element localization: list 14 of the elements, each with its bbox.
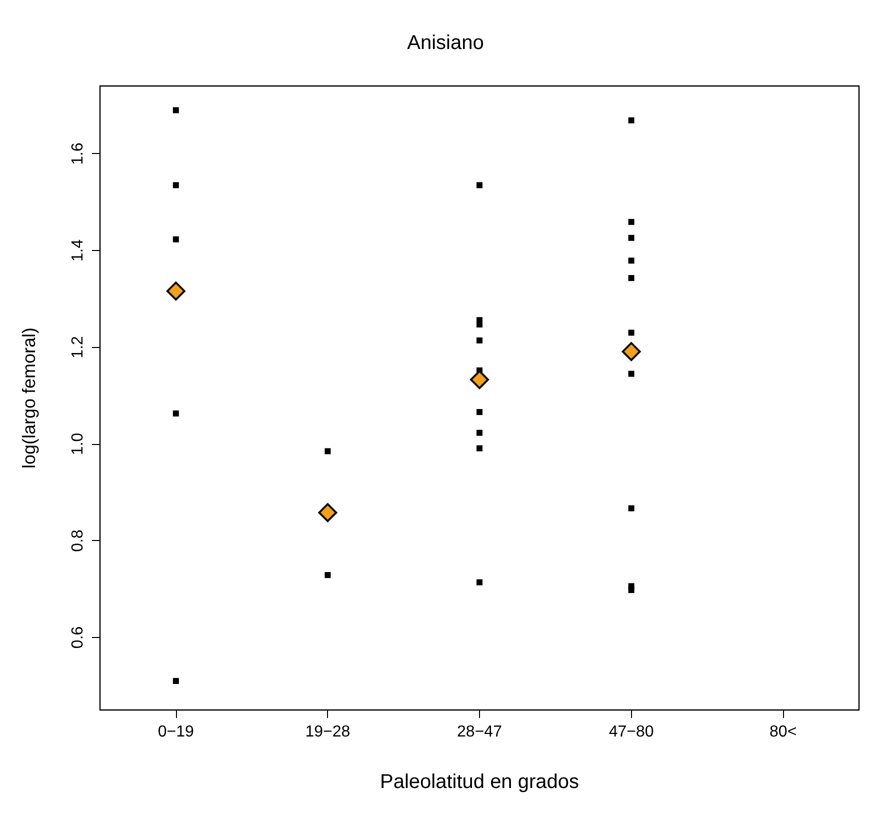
chart-title: Anisiano bbox=[407, 32, 484, 54]
x-tick-label: 80< bbox=[770, 724, 797, 740]
y-tick-label: 1.4 bbox=[70, 239, 86, 262]
x-tick-label: 28−47 bbox=[457, 724, 502, 740]
y-tick-label: 0.8 bbox=[70, 529, 86, 552]
y-tick-label: 1.0 bbox=[70, 432, 86, 456]
y-tick-label: 1.2 bbox=[70, 336, 86, 358]
x-tick-label: 0−19 bbox=[158, 724, 194, 740]
x-axis-title: Paleolatitud en grados bbox=[380, 771, 580, 793]
y-tick-label: 0.6 bbox=[70, 626, 86, 649]
x-tick-label: 47−80 bbox=[608, 724, 654, 740]
y-tick-label: 1.6 bbox=[70, 142, 86, 165]
y-axis-title: log(largo femoral) bbox=[19, 327, 39, 469]
x-tick-label: 19−28 bbox=[305, 724, 350, 740]
